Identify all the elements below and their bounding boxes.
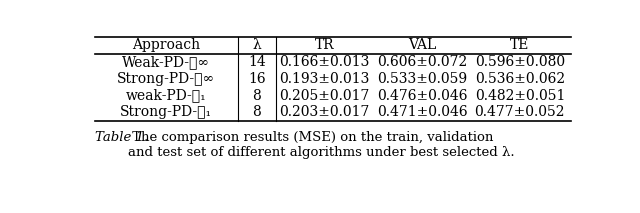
Text: Strong-PD-ℓ∞: Strong-PD-ℓ∞ [117,72,215,86]
Text: 8: 8 [252,105,261,119]
Text: 8: 8 [252,89,261,103]
Text: Table 1.: Table 1. [95,131,148,144]
Text: TE: TE [510,38,529,52]
Text: weak-PD-ℓ₁: weak-PD-ℓ₁ [126,89,207,103]
Text: 0.536±0.062: 0.536±0.062 [475,72,565,86]
Text: 0.166±0.013: 0.166±0.013 [280,55,370,69]
Text: 0.193±0.013: 0.193±0.013 [280,72,370,86]
Text: 0.482±0.051: 0.482±0.051 [475,89,565,103]
Text: Approach: Approach [132,38,200,52]
Text: 16: 16 [248,72,266,86]
Text: 0.596±0.080: 0.596±0.080 [475,55,565,69]
Text: Strong-PD-ℓ₁: Strong-PD-ℓ₁ [120,105,212,119]
Text: 0.203±0.017: 0.203±0.017 [280,105,370,119]
Text: 0.471±0.046: 0.471±0.046 [377,105,468,119]
Text: 0.606±0.072: 0.606±0.072 [377,55,467,69]
Text: TR: TR [315,38,335,52]
Text: 0.205±0.017: 0.205±0.017 [280,89,370,103]
Text: 0.477±0.052: 0.477±0.052 [475,105,565,119]
Text: 14: 14 [248,55,266,69]
Text: VAL: VAL [408,38,436,52]
Text: The comparison results (MSE) on the train, validation
and test set of different : The comparison results (MSE) on the trai… [128,131,515,158]
Text: Weak-PD-ℓ∞: Weak-PD-ℓ∞ [122,55,211,69]
Text: 0.533±0.059: 0.533±0.059 [377,72,467,86]
Text: 0.476±0.046: 0.476±0.046 [377,89,467,103]
Text: λ: λ [252,38,261,52]
